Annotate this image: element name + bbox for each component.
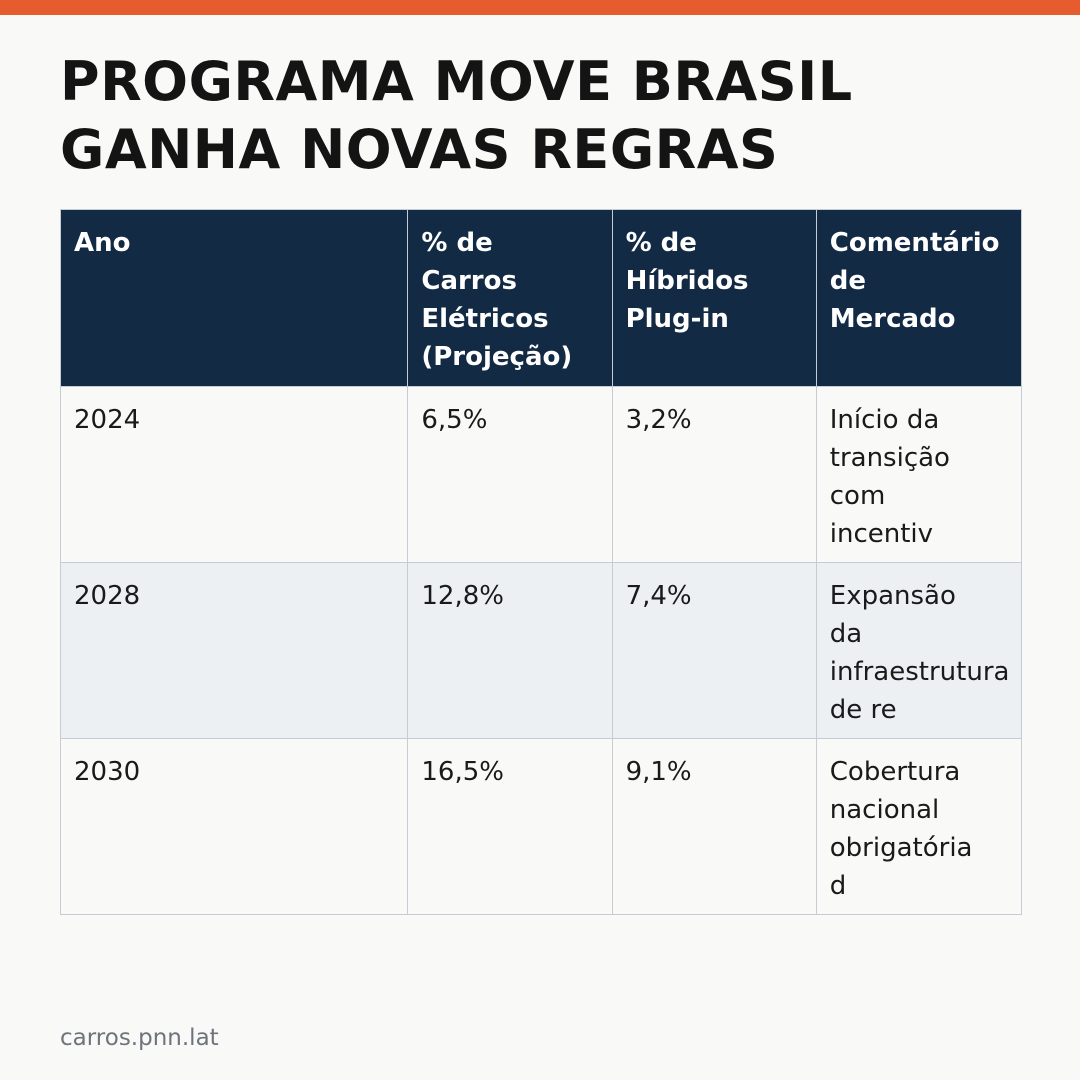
header-ano: Ano bbox=[59, 209, 409, 387]
cell-ano: 2024 bbox=[59, 386, 409, 563]
table-row: 2030 16,5% 9,1% Cobertura nacional obrig… bbox=[59, 738, 1023, 915]
table-row: 2028 12,8% 7,4% Expansão da infraestrutu… bbox=[59, 562, 1023, 739]
cell-comentario: Expansão da infraestrutura de re bbox=[815, 562, 1023, 739]
cell-ano: 2028 bbox=[59, 562, 409, 739]
page-title-line-2: GANHA NOVAS REGRAS bbox=[60, 118, 779, 181]
source-footer: carros.pnn.lat bbox=[60, 1025, 219, 1051]
table-header-row: Ano % de Carros Elétricos (Projeção) % d… bbox=[59, 209, 1023, 387]
top-accent-bar bbox=[0, 0, 1080, 15]
cell-eletricos: 12,8% bbox=[407, 562, 613, 739]
cell-ano: 2030 bbox=[59, 738, 409, 915]
cell-hibridos: 9,1% bbox=[611, 738, 817, 915]
header-hibridos: % de Híbridos Plug-in bbox=[611, 209, 817, 387]
cell-hibridos: 3,2% bbox=[611, 386, 817, 563]
header-comentario: Comentário de Mercado bbox=[815, 209, 1023, 387]
cell-eletricos: 6,5% bbox=[407, 386, 613, 563]
header-eletricos: % de Carros Elétricos (Projeção) bbox=[407, 209, 613, 387]
cell-comentario: Início da transição com incentiv bbox=[815, 386, 1023, 563]
table-row: 2024 6,5% 3,2% Início da transição com i… bbox=[59, 386, 1023, 563]
cell-hibridos: 7,4% bbox=[611, 562, 817, 739]
cell-eletricos: 16,5% bbox=[407, 738, 613, 915]
page-title: PROGRAMA MOVE BRASIL GANHA NOVAS REGRAS bbox=[60, 48, 1020, 184]
cell-comentario: Cobertura nacional obrigatória d bbox=[815, 738, 1023, 915]
page-title-line-1: PROGRAMA MOVE BRASIL bbox=[60, 50, 853, 113]
projection-table: Ano % de Carros Elétricos (Projeção) % d… bbox=[59, 209, 1023, 915]
